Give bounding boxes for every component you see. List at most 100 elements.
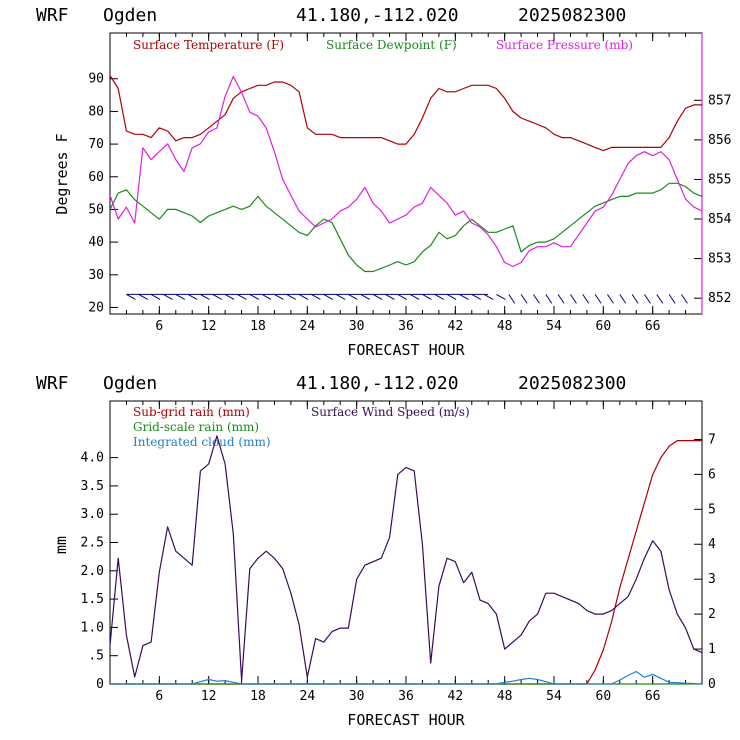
bottom-ticks: 6 12 18 24 30 36 42 48 54 60 660.51.01.52.02.53.03… bbox=[81, 401, 716, 704]
wind-barb bbox=[360, 293, 371, 300]
wind-barb bbox=[668, 294, 676, 304]
bottom-x-tick-label: 24 bbox=[300, 689, 316, 704]
bottom-y2-tick-label: 7 bbox=[708, 432, 716, 447]
wind-barb bbox=[483, 293, 494, 300]
sub-grid-rain-mm-line bbox=[110, 440, 702, 685]
top-x-tick-label: 18 bbox=[250, 319, 266, 334]
wind-barb bbox=[237, 293, 247, 300]
top-x-tick-label: 6 bbox=[155, 319, 163, 334]
wind-barb bbox=[681, 294, 688, 304]
wind-barb bbox=[163, 293, 173, 300]
top-y-tick-label: 70 bbox=[88, 137, 104, 152]
top-x-tick-label: 30 bbox=[349, 319, 365, 334]
wind-barb bbox=[570, 294, 577, 304]
top-x-tick-label: 48 bbox=[497, 319, 513, 334]
wind-barb bbox=[409, 293, 420, 300]
legend-surface-temperature: Surface Temperature (F) bbox=[133, 38, 284, 52]
bottom-y-tick-label: 0 bbox=[96, 677, 104, 692]
wind-barb bbox=[594, 294, 602, 304]
bottom-y-axis-label: mm bbox=[52, 536, 70, 554]
surface-pressure-mb-line bbox=[109, 75, 703, 268]
top-coords-label: 41.180,-112.020 bbox=[296, 5, 459, 26]
bottom-x-tick-label: 54 bbox=[546, 689, 562, 704]
bottom-y-tick-label: 2.5 bbox=[81, 536, 104, 551]
top-ticks: 6 12 18 24 30 36 42 48 54 60 66 20 30 40 50 60 70 80 90 852… bbox=[88, 33, 732, 334]
bottom-x-tick-label: 42 bbox=[448, 689, 464, 704]
bottom-y-tick-label: 2.0 bbox=[81, 564, 104, 579]
bottom-coords-label: 41.180,-112.020 bbox=[296, 373, 459, 394]
wind-barb bbox=[150, 293, 161, 300]
wind-barb bbox=[656, 294, 664, 304]
wind-barb bbox=[175, 293, 186, 300]
bottom-y-tick-label: 1.0 bbox=[81, 620, 104, 635]
wind-barb bbox=[311, 293, 321, 300]
bottom-series-lines bbox=[109, 435, 703, 685]
bottom-x-tick-label: 6 bbox=[155, 689, 163, 704]
legend-grid-scale-rain: Grid-scale rain (mm) bbox=[133, 420, 259, 434]
wind-barbs bbox=[126, 293, 688, 304]
wind-barb bbox=[533, 294, 540, 304]
bottom-x-tick-label: 30 bbox=[349, 689, 365, 704]
surface-wind-speed-m-s-line bbox=[109, 435, 703, 682]
wind-barb bbox=[422, 293, 432, 300]
top-x-tick-label: 66 bbox=[645, 319, 661, 334]
bottom-y2-tick-label: 2 bbox=[708, 607, 716, 622]
top-x-tick-label: 60 bbox=[596, 319, 612, 334]
wind-barb bbox=[545, 294, 553, 304]
wind-barb bbox=[200, 293, 210, 300]
wind-barb bbox=[323, 293, 334, 300]
wind-barb bbox=[372, 293, 383, 300]
bottom-y2-tick-label: 6 bbox=[708, 467, 716, 482]
top-y2-tick-label: 852 bbox=[708, 291, 731, 306]
legend-surface-pressure: Surface Pressure (mb) bbox=[496, 38, 633, 52]
wind-barb bbox=[224, 293, 235, 300]
bottom-x-axis-label: FORECAST HOUR bbox=[347, 711, 465, 729]
top-model-label: WRF bbox=[36, 5, 69, 26]
wind-barb bbox=[261, 293, 272, 300]
wind-barb bbox=[471, 293, 482, 300]
surface-dewpoint-f-line bbox=[109, 182, 703, 273]
top-x-tick-label: 24 bbox=[300, 319, 316, 334]
top-y2-tick-label: 857 bbox=[708, 93, 731, 108]
bottom-y2-tick-label: 0 bbox=[708, 677, 716, 692]
wind-barb bbox=[397, 293, 408, 300]
wind-barb bbox=[274, 293, 284, 300]
top-y-tick-label: 60 bbox=[88, 170, 104, 185]
top-x-tick-label: 12 bbox=[201, 319, 217, 334]
wind-barb bbox=[582, 294, 590, 304]
top-y-tick-label: 20 bbox=[88, 300, 104, 315]
bottom-y-tick-label: .5 bbox=[88, 649, 104, 664]
wind-barb bbox=[249, 293, 260, 300]
wind-barb bbox=[212, 293, 223, 300]
wind-barb bbox=[348, 293, 358, 300]
bottom-y-tick-label: 4.0 bbox=[81, 451, 104, 466]
wind-barb bbox=[459, 293, 469, 300]
wind-barb bbox=[335, 293, 346, 300]
top-plot-frame bbox=[109, 32, 703, 315]
bottom-x-tick-label: 12 bbox=[201, 689, 217, 704]
bottom-x-tick-label: 48 bbox=[497, 689, 513, 704]
top-y-tick-label: 50 bbox=[88, 202, 104, 217]
top-y-axis-label: Degrees F bbox=[53, 133, 71, 214]
bottom-x-tick-label: 66 bbox=[645, 689, 661, 704]
wind-barb bbox=[557, 294, 565, 304]
legend-surface-wind-speed: Surface Wind Speed (m/s) bbox=[311, 405, 470, 419]
wind-barb bbox=[446, 293, 457, 300]
top-x-tick-label: 36 bbox=[398, 319, 414, 334]
bottom-y-tick-label: 3.0 bbox=[81, 507, 104, 522]
top-y2-tick-label: 854 bbox=[708, 212, 732, 227]
wind-barb bbox=[496, 293, 506, 300]
top-y-tick-label: 30 bbox=[88, 268, 104, 283]
top-station-label: Ogden bbox=[103, 5, 157, 26]
wind-barb bbox=[434, 293, 445, 300]
wind-barb bbox=[508, 294, 516, 304]
top-series-lines bbox=[109, 75, 703, 273]
wind-barb bbox=[607, 294, 614, 304]
top-y2-tick-label: 856 bbox=[708, 133, 731, 148]
bottom-y-tick-label: 3.5 bbox=[81, 479, 104, 494]
bottom-y-tick-label: 1.5 bbox=[81, 592, 104, 607]
top-date-label: 2025082300 bbox=[518, 5, 626, 26]
top-x-axis-label: FORECAST HOUR bbox=[347, 341, 465, 359]
top-x-tick-label: 54 bbox=[546, 319, 562, 334]
